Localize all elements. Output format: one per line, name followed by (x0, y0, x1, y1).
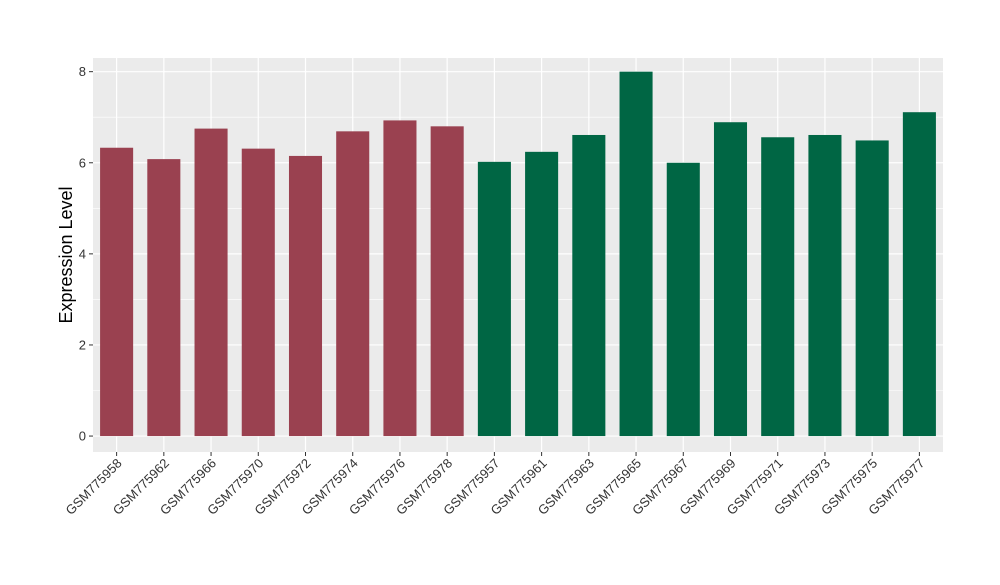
bar-GSM775978 (430, 126, 464, 437)
bar-GSM775957 (477, 161, 511, 437)
y-tick-label: 2 (79, 337, 86, 352)
bar-GSM775963 (572, 134, 606, 437)
minor-gridlines (93, 116, 943, 391)
y-axis-label: Expression Level (56, 186, 76, 323)
bar-GSM775972 (288, 155, 323, 437)
bar-GSM775974 (336, 131, 370, 437)
x-axis: GSM775958GSM775962GSM775966GSM775970GSM7… (63, 452, 928, 518)
bar-GSM775971 (761, 137, 795, 437)
bar-GSM775962 (147, 159, 181, 437)
bar-GSM775969 (713, 122, 748, 437)
bar-GSM775961 (525, 151, 559, 437)
bar-GSM775977 (902, 112, 936, 437)
plot-panel (93, 58, 943, 452)
y-tick-label: 4 (79, 246, 86, 261)
bar-GSM775973 (808, 134, 842, 437)
bar-GSM775966 (194, 128, 228, 437)
y-tick-label: 6 (79, 155, 86, 170)
y-tick-label: 0 (79, 429, 86, 444)
bar-GSM775967 (666, 162, 700, 437)
bar-GSM775975 (855, 140, 889, 437)
y-tick-label: 8 (79, 64, 86, 79)
bar-GSM775965 (619, 71, 653, 437)
bars (100, 71, 936, 437)
bar-GSM775976 (383, 120, 417, 437)
bar-GSM775970 (241, 148, 275, 437)
y-axis: 0 2 4 6 8 (79, 64, 93, 444)
bar-GSM775958 (100, 147, 134, 437)
